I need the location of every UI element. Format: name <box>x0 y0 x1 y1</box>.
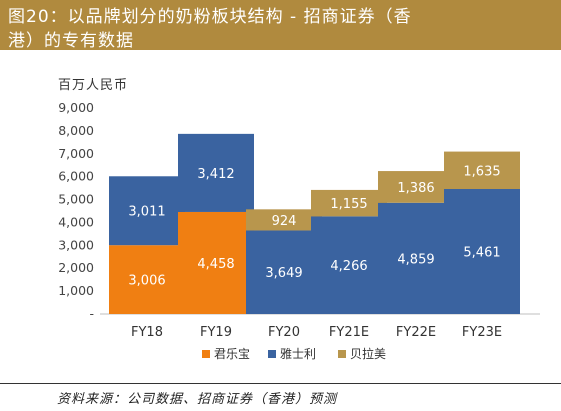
legend-label: 君乐宝 <box>214 347 250 361</box>
data-label: 4,266 <box>330 259 367 274</box>
y-tick-label: 4,000 <box>58 214 94 229</box>
data-label: 3,011 <box>128 205 165 220</box>
legend-swatch <box>268 350 276 358</box>
x-tick-label: FY20 <box>268 325 300 340</box>
stacked-bar-chart: - 1,000 2,000 3,000 4,000 5,000 6,000 7,000 8,00… <box>58 100 540 361</box>
source-divider <box>0 383 561 384</box>
source-note: 资料来源：公司数据、招商证券（香港）预测 <box>57 392 338 407</box>
x-tick-label: FY19 <box>200 325 232 340</box>
figure-header: 图20：以品牌划分的奶粉板块结构 - 招商证券（香 港）的专有数据 <box>0 0 561 51</box>
x-tick-label: FY18 <box>131 325 163 340</box>
bar-segment <box>378 202 454 314</box>
y-tick-label: 8,000 <box>58 123 94 138</box>
data-label: 3,649 <box>265 266 302 281</box>
x-tick-label: FY23E <box>462 325 502 340</box>
y-tick-label: 3,000 <box>58 237 94 252</box>
y-tick-label: 6,000 <box>58 169 94 184</box>
bar-segment <box>109 245 185 314</box>
data-label: 1,386 <box>397 181 434 196</box>
bar-segment <box>109 176 185 246</box>
data-label: 924 <box>272 214 297 229</box>
data-label: 5,461 <box>463 246 500 261</box>
legend-swatch <box>202 350 210 358</box>
data-label: 1,635 <box>463 164 500 179</box>
x-tick-label: FY22E <box>396 325 436 340</box>
bar-segment <box>246 230 322 314</box>
y-tick-label: - <box>89 306 94 321</box>
y-tick-label: 7,000 <box>58 146 94 161</box>
legend-swatch <box>338 350 346 358</box>
data-label: 4,859 <box>397 252 434 267</box>
data-label: 4,458 <box>197 257 234 272</box>
y-tick-label: 5,000 <box>58 192 94 207</box>
bar-segment <box>444 151 520 190</box>
x-tick-label: FY21E <box>329 325 369 340</box>
figure-title-line-1: 图20：以品牌划分的奶粉板块结构 - 招商证券（香 <box>8 7 412 27</box>
legend-label: 贝拉美 <box>350 346 386 361</box>
bar-segment <box>178 211 254 314</box>
y-tick-label: 9,000 <box>58 100 94 115</box>
bar-segment <box>311 216 387 314</box>
bar-segment <box>311 189 387 217</box>
legend-label: 雅士利 <box>280 346 316 361</box>
figure-title-line-2: 港）的专有数据 <box>8 31 134 51</box>
data-label: 3,006 <box>128 274 165 289</box>
y-tick-label: 1,000 <box>58 283 94 298</box>
data-label: 1,155 <box>330 197 367 212</box>
bar-segment <box>444 189 520 314</box>
y-axis-unit-label: 百万人民币 <box>58 78 129 93</box>
bar-segment <box>246 209 322 231</box>
y-tick-label: 2,000 <box>58 260 94 275</box>
bar-segment <box>178 133 254 212</box>
bar-segment <box>378 171 454 203</box>
data-label: 3,412 <box>197 167 234 182</box>
